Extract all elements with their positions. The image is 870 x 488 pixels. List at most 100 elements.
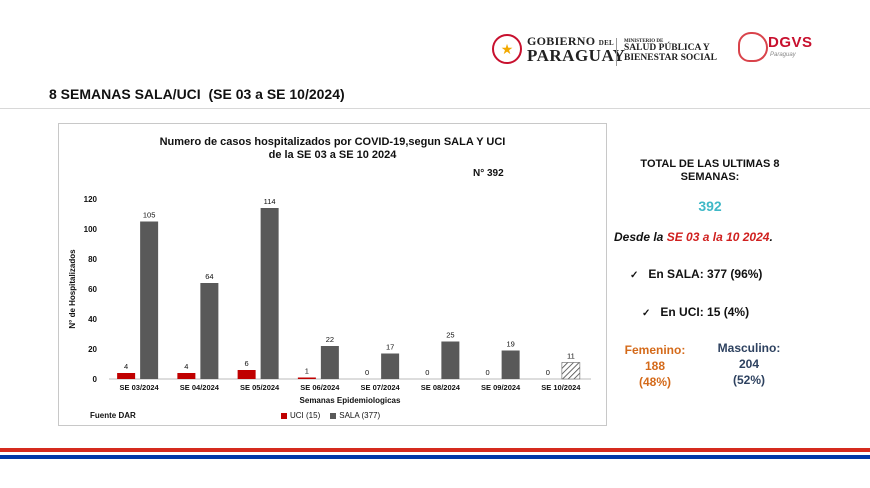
x-tick-label: SE 05/2024 (240, 383, 280, 392)
x-tick-label: SE 03/2024 (120, 383, 160, 392)
femenino-label: Femenino: (624, 343, 686, 357)
y-axis-label: N° de Hospitalizados (68, 249, 77, 329)
stripe-red (0, 448, 870, 452)
stripe-white (0, 452, 870, 455)
chart-container: Numero de casos hospitalizados por COVID… (58, 123, 607, 426)
ministerio-small: MINISTERIO DE (624, 39, 664, 44)
y-tick-label: 80 (88, 255, 97, 264)
bar-label-uci: 0 (486, 368, 490, 377)
paraguay-emblem-icon: ★ (492, 34, 522, 64)
total-value: 392 (698, 198, 722, 214)
header-divider (616, 38, 617, 66)
bar-label-uci: 0 (365, 368, 369, 377)
bar-label-sala: 19 (506, 340, 514, 349)
page-title: 8 SEMANAS SALA/UCI (SE 03 a SE 10/2024) (49, 86, 345, 102)
bar-label-uci: 0 (546, 368, 550, 377)
bar-sala (501, 350, 520, 379)
x-axis-label: Semanas Epidemiologicas (300, 396, 401, 405)
gobierno-line1: GOBIERNO (527, 33, 596, 48)
y-tick-label: 60 (88, 285, 97, 294)
x-tick-label: SE 06/2024 (300, 383, 340, 392)
femenino-block: Femenino: 188 (48%) (620, 342, 690, 390)
total-label-line1: TOTAL DE LAS ULTIMAS 8 (640, 158, 780, 170)
legend-swatch-uci (281, 412, 287, 419)
chart-title: Numero de casos hospitalizados por COVID… (59, 136, 606, 162)
ministerio-logo: MINISTERIO DE SALUD PÚBLICA Y BIENESTAR … (624, 39, 717, 63)
bar-label-sala: 64 (205, 272, 213, 281)
bar-sala (561, 362, 581, 380)
ministerio-line2: BIENESTAR SOCIAL (624, 52, 718, 63)
bar-sala (441, 341, 460, 379)
femenino-pct: (48%) (638, 375, 671, 389)
dgvs-logo: DGVS Paraguay (738, 30, 828, 70)
sala-row: ✓ En SALA: 377 (96%) (630, 267, 762, 281)
bar-label-sala: 22 (326, 335, 334, 344)
legend-swatch-sala (330, 412, 337, 419)
bar-uci (117, 373, 136, 379)
range-suffix: . (769, 230, 773, 244)
check-icon: ✓ (630, 270, 639, 281)
chart-legend: UCI (15) SALA (377) (281, 411, 390, 420)
bar-label-sala: 105 (143, 211, 156, 220)
y-tick-label: 20 (88, 345, 97, 354)
chart-title-line2: de la SE 03 a SE 10 2024 (268, 149, 397, 161)
bar-label-uci: 4 (184, 362, 188, 371)
chart-annotation: N° 392 (473, 168, 504, 179)
bar-sala (381, 353, 400, 379)
bar-label-uci: 4 (124, 362, 128, 371)
y-tick-label: 120 (84, 195, 98, 204)
range-highlight: SE 03 a la 10 2024 (666, 230, 770, 244)
y-tick-label: 0 (93, 375, 98, 384)
bar-label-uci: 0 (425, 368, 429, 377)
header-logos: ★ GOBIERNO DEL PARAGUAY MINISTERIO DE SA… (492, 30, 832, 70)
bar-sala (320, 346, 339, 379)
bar-label-sala: 11 (567, 352, 575, 361)
x-tick-label: SE 10/2024 (541, 383, 581, 392)
femenino-count: 188 (644, 359, 666, 373)
chart-title-line1: Numero de casos hospitalizados por COVID… (159, 136, 506, 148)
gobierno-line2: PARAGUAY (527, 45, 626, 65)
uci-text: En UCI: 15 (4%) (660, 305, 750, 319)
bar-label-uci: 1 (305, 367, 309, 376)
bar-uci (177, 373, 196, 379)
dgvs-map-icon (738, 32, 768, 62)
masculino-block: Masculino: 204 (52%) (712, 340, 786, 388)
bar-label-uci: 6 (245, 359, 249, 368)
bar-sala (200, 283, 219, 379)
stripe-blue (0, 455, 870, 459)
check-icon: ✓ (642, 308, 651, 319)
legend-label-uci: UCI (15) (290, 411, 321, 420)
gobierno-del: DEL (598, 38, 615, 47)
y-tick-label: 40 (88, 315, 97, 324)
gobierno-logo: ★ GOBIERNO DEL PARAGUAY (492, 34, 625, 64)
title-rule (0, 108, 870, 109)
masculino-label: Masculino: (717, 341, 781, 355)
masculino-pct: (52%) (732, 373, 765, 387)
bar-label-sala: 17 (386, 343, 394, 352)
x-tick-label: SE 07/2024 (361, 383, 401, 392)
x-tick-label: SE 09/2024 (481, 383, 521, 392)
bar-sala (140, 221, 159, 379)
y-tick-label: 100 (84, 225, 98, 234)
total-label-line2: SEMANAS: (680, 171, 740, 183)
legend-item-sala: SALA (377) (330, 411, 380, 420)
range-prefix: Desde la (614, 230, 667, 244)
chart-source: Fuente DAR (90, 411, 136, 420)
bar-label-sala: 25 (446, 331, 454, 340)
sala-text: En SALA: 377 (96%) (648, 267, 763, 281)
dgvs-text: DGVS (768, 34, 813, 51)
ministerio-line1: SALUD PÚBLICA Y (624, 43, 710, 53)
bar-label-sala: 114 (264, 197, 276, 206)
dgvs-sub: Paraguay (770, 52, 796, 58)
uci-row: ✓ En UCI: 15 (4%) (642, 305, 749, 319)
x-tick-label: SE 08/2024 (421, 383, 461, 392)
total-label: TOTAL DE LAS ULTIMAS 8 SEMANAS: (610, 158, 810, 184)
masculino-count: 204 (738, 357, 760, 371)
x-tick-label: SE 04/2024 (180, 383, 220, 392)
bar-sala (260, 208, 279, 379)
range-line: Desde la SE 03 a la 10 2024. (614, 230, 814, 244)
legend-item-uci: UCI (15) (281, 411, 320, 420)
bar-uci (237, 370, 256, 379)
flag-stripes (0, 448, 870, 459)
